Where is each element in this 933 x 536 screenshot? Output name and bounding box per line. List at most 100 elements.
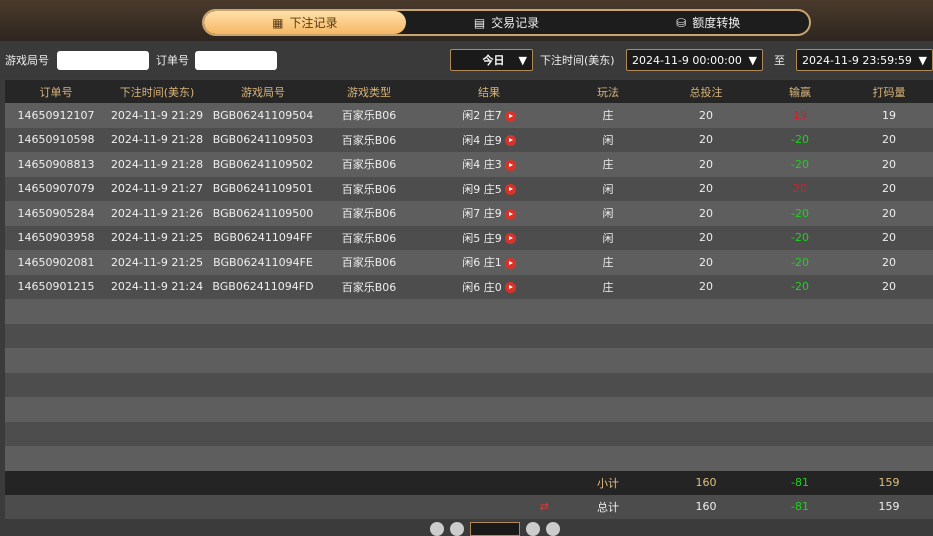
order-input[interactable]	[195, 51, 277, 70]
table-cell: 庄	[559, 250, 657, 275]
bet-records-table: 订单号 下注时间(美东) 游戏局号 游戏类型 结果 玩法 总投注 输赢 打码量 14650912…	[5, 80, 933, 519]
table-cell: BGB06241109504	[207, 103, 319, 128]
empty-row	[5, 397, 933, 422]
table-cell: 20	[657, 250, 755, 275]
table-cell: 14650903958	[5, 225, 107, 250]
table-row[interactable]: 14650910598 2024-11-9 21:28 BGB06241109503…	[5, 127, 933, 152]
table-row[interactable]: 14650903958 2024-11-9 21:25 BGB062411094FF…	[5, 225, 933, 250]
table-row[interactable]: 14650901215 2024-11-9 21:24 BGB062411094FD…	[5, 274, 933, 299]
table-row[interactable]: 14650907079 2024-11-9 21:27 BGB06241109501…	[5, 176, 933, 201]
round-input[interactable]	[57, 51, 149, 70]
table-cell: 2024-11-9 21:26	[107, 201, 207, 226]
refresh-icon[interactable]: ⇄	[419, 494, 559, 519]
play-replay-icon[interactable]	[504, 208, 516, 220]
column-header: 订单号	[5, 80, 107, 103]
result-cell: 闲6 庄1	[419, 250, 559, 275]
table-cell: BGB062411094FD	[207, 274, 319, 299]
first-page-button[interactable]	[430, 522, 444, 536]
empty-row	[5, 299, 933, 324]
play-replay-icon[interactable]	[504, 135, 516, 147]
table-row[interactable]: 14650905284 2024-11-9 21:26 BGB06241109500…	[5, 201, 933, 226]
clipboard-icon: ▤	[473, 15, 486, 30]
table-cell: 2024-11-9 21:24	[107, 274, 207, 299]
table-cell: -20	[755, 152, 845, 177]
total-winloss: -81	[755, 494, 845, 519]
result-text: 闲5 庄9	[462, 231, 502, 245]
next-page-button[interactable]	[526, 522, 540, 536]
play-replay-icon[interactable]	[504, 257, 516, 269]
order-label: 订单号	[156, 54, 189, 67]
tab-credit-transfer[interactable]: ⛁ 额度转换	[607, 11, 809, 34]
table-cell: 2024-11-9 21:27	[107, 176, 207, 201]
table-row[interactable]: 14650912107 2024-11-9 21:29 BGB06241109504…	[5, 103, 933, 128]
total-bet: 160	[657, 494, 755, 519]
chevron-down-icon: ▼	[748, 53, 757, 67]
result-text: 闲6 庄0	[462, 280, 502, 294]
result-cell: 闲7 庄9	[419, 201, 559, 226]
table-cell: -20	[755, 250, 845, 275]
table-cell: 2024-11-9 21:28	[107, 152, 207, 177]
table-cell: 20	[657, 103, 755, 128]
result-text: 闲9 庄5	[462, 182, 502, 196]
table-cell: 庄	[559, 152, 657, 177]
empty-row	[5, 372, 933, 397]
last-page-button[interactable]	[546, 522, 560, 536]
table-cell: BGB062411094FE	[207, 250, 319, 275]
table-cell: 百家乐B06	[319, 250, 419, 275]
calendar-icon: ▦	[272, 15, 284, 30]
page-input[interactable]	[470, 522, 520, 536]
table-cell: 20	[755, 176, 845, 201]
table-header: 订单号 下注时间(美东) 游戏局号 游戏类型 结果 玩法 总投注 输赢 打码量	[5, 80, 933, 103]
column-header: 下注时间(美东)	[107, 80, 207, 103]
table-cell: 19	[845, 103, 933, 128]
result-cell: 闲5 庄9	[419, 225, 559, 250]
table-cell: 2024-11-9 21:28	[107, 127, 207, 152]
end-time-select[interactable]: 2024-11-9 23:59:59 ▼	[796, 49, 933, 71]
table-cell: 14650905284	[5, 201, 107, 226]
column-header: 总投注	[657, 80, 755, 103]
table-cell: 百家乐B06	[319, 127, 419, 152]
table-cell: 20	[657, 201, 755, 226]
table-cell: 闲	[559, 127, 657, 152]
table-cell: 百家乐B06	[319, 274, 419, 299]
chevron-down-icon: ▼	[518, 53, 527, 67]
table-cell: 14650908813	[5, 152, 107, 177]
table-cell: BGB06241109503	[207, 127, 319, 152]
play-replay-icon[interactable]	[504, 159, 516, 171]
table-cell: 百家乐B06	[319, 103, 419, 128]
result-text: 闲7 庄9	[462, 207, 502, 221]
result-text: 闲4 庄3	[462, 158, 502, 172]
table-cell: 20	[657, 225, 755, 250]
table-cell: 14650902081	[5, 250, 107, 275]
table-cell: -20	[755, 274, 845, 299]
table-cell: BGB062411094FF	[207, 225, 319, 250]
tab-transaction-records[interactable]: ▤ 交易记录	[406, 11, 608, 34]
empty-row	[5, 421, 933, 446]
table-cell: BGB06241109501	[207, 176, 319, 201]
play-replay-icon[interactable]	[504, 282, 516, 294]
table-cell: 20	[845, 225, 933, 250]
play-replay-icon[interactable]	[504, 110, 516, 122]
table-cell: 闲	[559, 201, 657, 226]
time-label: 下注时间(美东)	[540, 54, 615, 67]
pagination	[430, 522, 560, 536]
table-cell: 19	[755, 103, 845, 128]
table-cell: 百家乐B06	[319, 201, 419, 226]
table-row[interactable]: 14650902081 2024-11-9 21:25 BGB062411094FE…	[5, 250, 933, 275]
result-text: 闲4 庄9	[462, 133, 502, 147]
start-time-select[interactable]: 2024-11-9 00:00:00 ▼	[626, 49, 763, 71]
tab-bet-records[interactable]: ▦ 下注记录	[204, 11, 406, 34]
column-header: 打码量	[845, 80, 933, 103]
table-cell: 闲	[559, 225, 657, 250]
subtotal-turnover: 159	[845, 470, 933, 495]
table-cell: 14650912107	[5, 103, 107, 128]
end-value: 2024-11-9 23:59:59	[802, 53, 912, 67]
table-cell: 20	[845, 250, 933, 275]
prev-page-button[interactable]	[450, 522, 464, 536]
table-cell: 20	[845, 274, 933, 299]
play-replay-icon[interactable]	[504, 184, 516, 196]
table-cell: 百家乐B06	[319, 176, 419, 201]
play-replay-icon[interactable]	[504, 233, 516, 245]
table-row[interactable]: 14650908813 2024-11-9 21:28 BGB06241109502…	[5, 152, 933, 177]
period-select[interactable]: 今日 ▼	[450, 49, 533, 71]
